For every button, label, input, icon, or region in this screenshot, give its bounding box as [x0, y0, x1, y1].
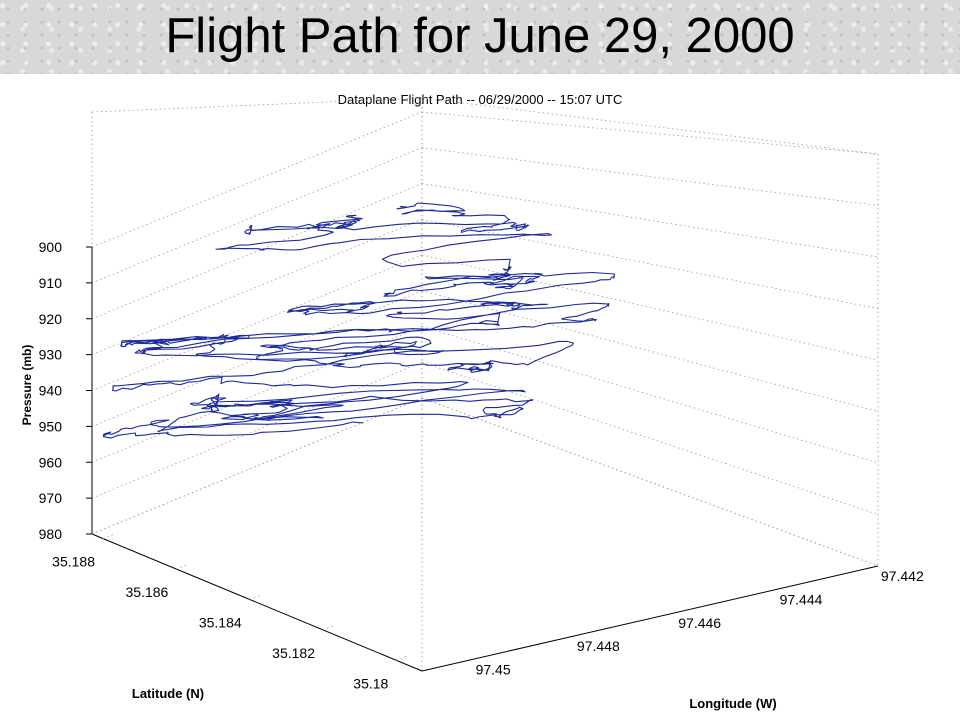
grid-pressure — [91, 218, 423, 355]
grid-pressure — [421, 397, 879, 567]
grid-pressure — [91, 254, 423, 391]
grid-pressure — [91, 361, 423, 499]
grid-pressure — [91, 147, 423, 284]
grid-pressure — [421, 183, 879, 258]
latitude-tick-label: 35.184 — [199, 614, 242, 630]
grid-back-top — [421, 97, 879, 155]
grid-pressure — [421, 147, 879, 206]
grid-pressure — [91, 326, 423, 463]
y-axis-label: Latitude (N) — [132, 686, 204, 701]
grid-latitude — [102, 534, 114, 539]
latitude-tick-label: 35.182 — [272, 645, 315, 661]
latitude-tick-label: 35.188 — [52, 554, 95, 570]
grid-latitude — [249, 595, 260, 600]
slide-title: Flight Path for June 29, 2000 — [165, 9, 795, 63]
z-tick-label: 940 — [39, 383, 63, 399]
longitude-tick-label: 97.448 — [577, 638, 620, 654]
slide-header: Flight Path for June 29, 2000 — [0, 0, 960, 74]
z-tick-label: 910 — [39, 275, 63, 291]
grid-back-top — [91, 97, 423, 113]
latitude-axis-line — [91, 533, 423, 672]
z-tick-label: 960 — [39, 454, 63, 470]
z-tick-label: 920 — [39, 311, 63, 327]
z-tick-label: 930 — [39, 347, 63, 363]
grid-pressure — [421, 218, 879, 309]
latitude-tick-label: 35.186 — [126, 584, 169, 600]
grid-latitude — [322, 625, 334, 631]
longitude-tick-label: 97.45 — [476, 662, 511, 678]
z-axis-label: Pressure (mb) — [20, 345, 34, 426]
grid-pressure — [91, 111, 423, 248]
z-tick-label: 980 — [39, 526, 63, 542]
latitude-tick-label: 35.18 — [353, 675, 388, 691]
grid-latitude — [396, 655, 407, 661]
grid-pressure — [421, 361, 879, 515]
grid-pressure — [421, 326, 879, 464]
flight-path-chart: Dataplane Flight Path -- 06/29/2000 -- 1… — [20, 92, 924, 711]
chart-title: Dataplane Flight Path -- 06/29/2000 -- 1… — [338, 92, 623, 107]
grid-pressure — [91, 183, 423, 320]
grid-pressure — [421, 111, 879, 155]
grid-pressure — [91, 397, 423, 535]
grid-pressure — [421, 254, 879, 361]
flight-path-line — [102, 202, 615, 439]
grid-pressure — [421, 290, 879, 412]
longitude-tick-label: 97.442 — [881, 568, 924, 584]
grid-latitude — [176, 564, 187, 570]
axis-box-grid — [86, 97, 879, 672]
z-tick-label: 950 — [39, 418, 63, 434]
longitude-tick-label: 97.446 — [678, 615, 721, 631]
z-tick-label: 970 — [39, 490, 63, 506]
z-tick-label: 900 — [39, 239, 63, 255]
longitude-axis-line — [421, 565, 879, 672]
tick-labels: 900 910 920 930 940 950 960 970 980 35.188 35.186 3… — [39, 239, 924, 691]
longitude-tick-label: 97.444 — [780, 592, 823, 608]
x-axis-label: Longitude (W) — [689, 696, 776, 711]
